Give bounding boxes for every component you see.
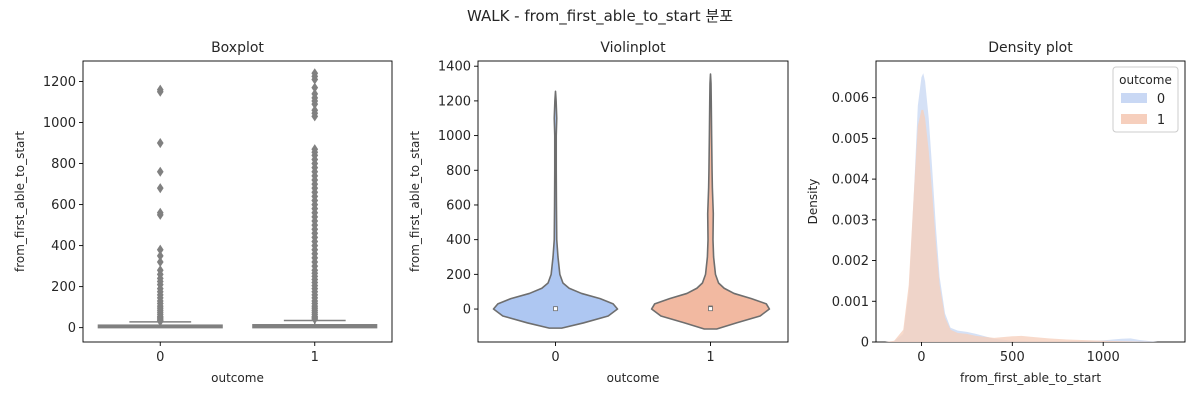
y-tick-label: 0 [463, 303, 471, 318]
box-outlier [311, 313, 319, 325]
legend-swatch-1 [1121, 114, 1147, 124]
y-tick-label: 0.006 [832, 91, 869, 106]
x-tick-label: 0 [917, 350, 925, 365]
x-axis-label: from_first_able_to_start [960, 371, 1101, 385]
y-tick-label: 400 [446, 233, 471, 248]
box-outlier [156, 166, 164, 177]
x-tick-label: 500 [1000, 350, 1025, 365]
y-tick-label: 800 [51, 157, 76, 172]
x-tick-label: 0 [156, 350, 164, 365]
panel-title: Boxplot [211, 40, 264, 56]
boxplot-panel: Boxplot outcome from_first_able_to_start 0 2… [13, 40, 393, 385]
box-outlier [156, 256, 164, 268]
box-outlier [156, 138, 164, 149]
y-tick-label: 200 [446, 268, 471, 283]
violin-median [708, 306, 713, 312]
violin-body [650, 73, 771, 330]
box-outlier [156, 86, 164, 97]
x-tick-label: 1 [706, 350, 714, 365]
panel-title: Density plot [988, 40, 1073, 56]
y-tick-label: 1000 [438, 129, 471, 144]
y-tick-label: 600 [446, 198, 471, 213]
y-tick-label: 0.003 [832, 213, 869, 228]
figure-title: WALK - from_first_able_to_start 분포 [467, 7, 733, 26]
legend-label: 1 [1157, 113, 1165, 128]
y-tick-label: 400 [51, 239, 76, 254]
y-tick-label: 0.005 [832, 132, 869, 147]
box-outlier [156, 209, 164, 220]
y-axis-label: from_first_able_to_start [408, 131, 422, 272]
plot-frame [82, 60, 393, 343]
violin-body [492, 90, 619, 329]
density-area-1 [885, 109, 1158, 342]
y-tick-label: 200 [51, 280, 76, 295]
legend-swatch-0 [1121, 93, 1147, 103]
density-panel: Density plot from_first_able_to_start Dens… [806, 40, 1186, 385]
x-tick-label: 1000 [1087, 350, 1120, 365]
y-tick-label: 0 [68, 321, 76, 336]
legend-label: 0 [1157, 92, 1165, 107]
box-outlier [156, 316, 164, 327]
y-tick-label: 0.004 [832, 173, 869, 188]
y-tick-label: 1200 [43, 75, 76, 90]
y-tick-label: 600 [51, 198, 76, 213]
violin-median [553, 306, 558, 312]
y-tick-label: 1400 [438, 60, 471, 75]
box-outlier [311, 111, 319, 122]
x-tick-label: 1 [311, 350, 319, 365]
box-outlier [156, 183, 164, 194]
y-tick-label: 0 [861, 336, 869, 351]
y-tick-label: 1000 [43, 116, 76, 131]
x-axis-label: outcome [607, 371, 660, 385]
x-axis-label: outcome [211, 371, 264, 385]
y-axis-label: Density [806, 179, 820, 225]
density-areas [885, 73, 1158, 342]
y-tick-label: 800 [446, 164, 471, 179]
x-tick-label: 0 [551, 350, 559, 365]
y-tick-label: 0.001 [832, 295, 869, 310]
y-axis-label: from_first_able_to_start [13, 131, 27, 272]
y-tick-label: 0.002 [832, 254, 869, 269]
panel-title: Violinplot [600, 40, 666, 56]
y-tick-label: 1200 [438, 94, 471, 109]
legend-title: outcome [1119, 73, 1172, 87]
violinplot-panel: Violinplot outcome from_first_able_to_star… [408, 40, 789, 385]
plot-frame [477, 60, 789, 343]
